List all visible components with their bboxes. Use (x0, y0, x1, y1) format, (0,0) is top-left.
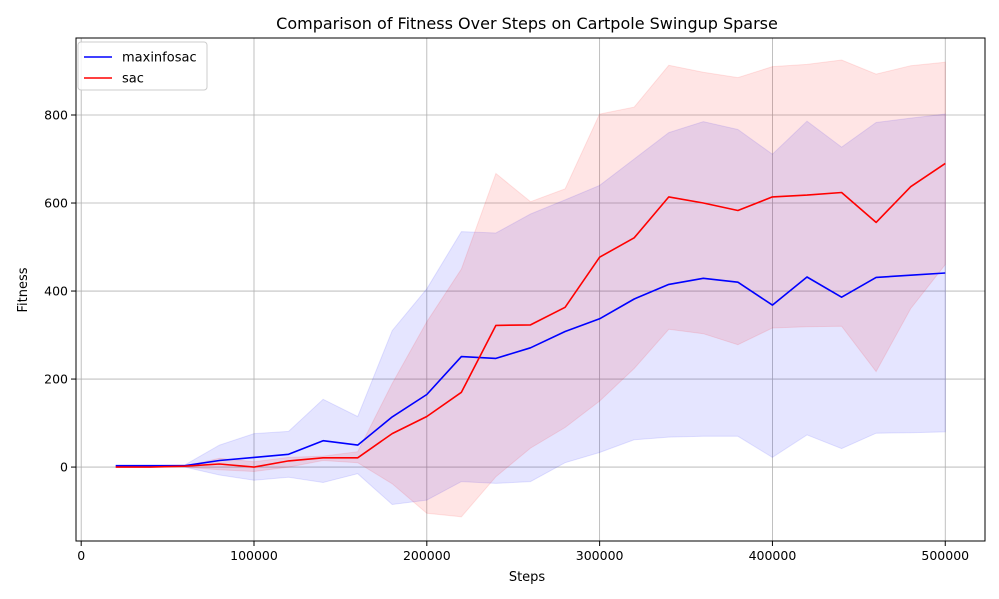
plot-frame (75, 37, 986, 542)
series-lines (115, 162, 946, 468)
plot-background (76, 38, 985, 541)
maxinfosac-line (115, 272, 946, 467)
x-tick-label: 500000 (921, 548, 969, 563)
y-axis: 0 200 400 600 800 (44, 108, 76, 475)
grid (76, 38, 985, 541)
x-tick-label: 400000 (749, 548, 797, 563)
x-tick-label: 0 (77, 548, 85, 563)
y-tick-label: 200 (44, 372, 68, 387)
legend: maxinfosac sac (77, 41, 208, 91)
y-tick-label: 800 (44, 108, 68, 123)
x-tick-label: 100000 (230, 548, 278, 563)
y-tick-label: 0 (60, 460, 68, 475)
plot-area (75, 37, 986, 542)
x-tick-label: 200000 (403, 548, 451, 563)
legend-entries: maxinfosac sac (84, 51, 197, 87)
y-tick-label: 600 (44, 196, 68, 211)
y-axis-label: Fitness (16, 267, 31, 312)
sac-line (115, 162, 946, 468)
x-axis-label: Steps (509, 570, 546, 585)
y-tick-label: 400 (44, 284, 68, 299)
x-tick-label: 300000 (576, 548, 624, 563)
chart-title: Comparison of Fitness Over Steps on Cart… (276, 14, 778, 33)
x-axis: 0 100000 200000 300000 400000 500000 (77, 541, 969, 563)
legend-label-maxinfosac: maxinfosac (122, 51, 197, 66)
legend-label-sac: sac (122, 72, 144, 87)
